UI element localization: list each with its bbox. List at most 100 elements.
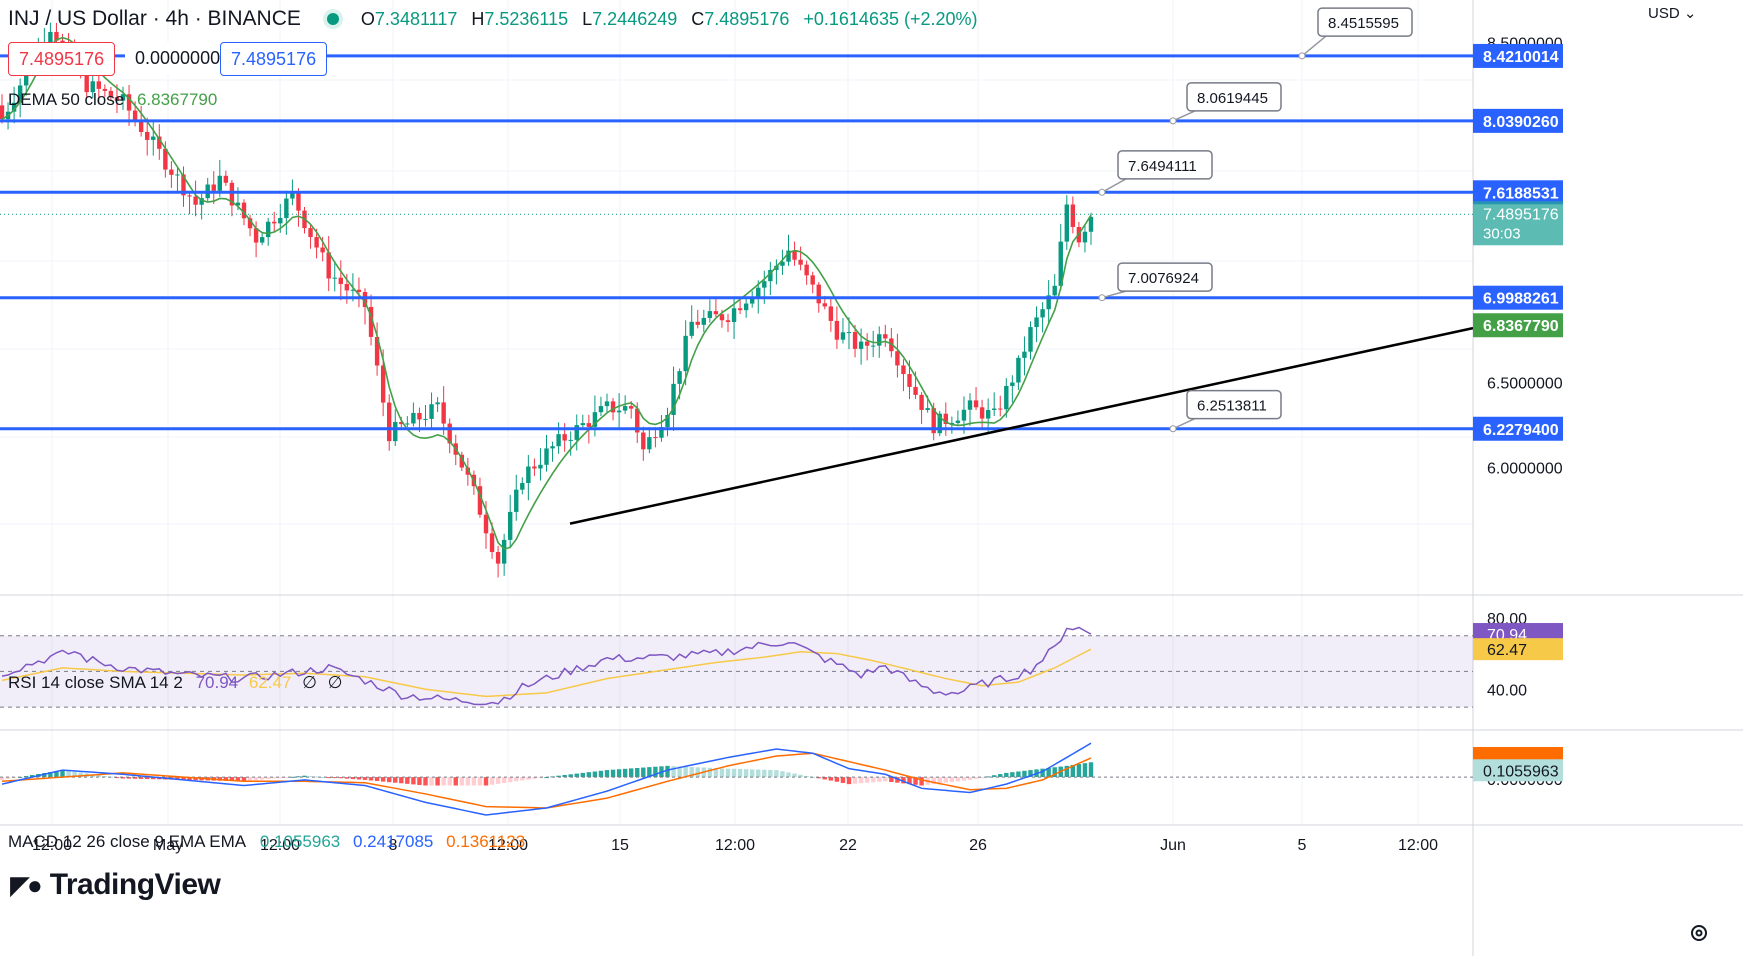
- currency-selector[interactable]: USD ⌄: [1648, 5, 1697, 22]
- macd-bar: [296, 776, 301, 778]
- macd-bar: [828, 777, 834, 781]
- symbol-title[interactable]: INJ / US Dollar · 4h · BINANCE: [8, 7, 301, 30]
- callout-leader: [1301, 35, 1327, 57]
- macd-bar: [374, 777, 380, 782]
- candle-body: [132, 110, 138, 120]
- macd-bar: [647, 767, 652, 778]
- price-tick-label: 6.0000000: [1487, 461, 1563, 478]
- time-tick-label: 15: [611, 837, 629, 854]
- candle-body: [84, 70, 89, 93]
- macd-legend[interactable]: MACD 12 26 close 9 EMA EMA 0.1055963 0.2…: [8, 832, 525, 852]
- macd-bar: [846, 777, 852, 785]
- callout-box: [1117, 262, 1213, 292]
- dema-legend[interactable]: DEMA 50 close 6.8367790: [8, 90, 217, 110]
- time-tick-label: 8: [389, 837, 398, 854]
- candle-body: [834, 320, 840, 340]
- macd-bar: [967, 777, 973, 780]
- macd-bar: [187, 777, 192, 781]
- macd-bar: [266, 777, 271, 780]
- macd-bar: [284, 777, 289, 779]
- macd-hist-tag: [1473, 759, 1563, 782]
- candle-body: [108, 90, 114, 98]
- candle-body: [846, 332, 852, 334]
- macd-bar: [393, 777, 398, 783]
- macd-bar: [399, 777, 404, 784]
- candle-body: [350, 289, 356, 291]
- candle-body: [290, 191, 295, 199]
- candle-body: [344, 284, 350, 291]
- candle-body: [163, 148, 168, 170]
- macd-label: MACD 12 26 close 9 EMA EMA: [8, 832, 246, 851]
- candle-body: [187, 195, 192, 197]
- macd-bar: [78, 772, 83, 778]
- candle-body: [689, 321, 694, 336]
- candle-body: [272, 221, 277, 224]
- candle-body: [54, 31, 59, 41]
- open-value: 7.3481117: [374, 8, 458, 29]
- macd-bar: [949, 777, 955, 783]
- macd-bar: [126, 777, 132, 779]
- candle-body: [677, 371, 682, 384]
- callout-leader: [1172, 110, 1196, 122]
- macd-bar: [635, 767, 640, 778]
- macd-hist-tag-label: 0.1055963: [1483, 763, 1559, 780]
- candle-body: [90, 81, 95, 93]
- macd-bar: [931, 777, 936, 785]
- macd-bar: [1076, 764, 1082, 778]
- macd-bar: [229, 777, 235, 782]
- macd-bar: [883, 777, 888, 782]
- candle-body: [719, 314, 725, 321]
- macd-bar: [852, 777, 858, 784]
- candle-body: [538, 464, 543, 469]
- candle-body: [562, 434, 567, 441]
- candle-body: [120, 94, 126, 101]
- candle-body: [1034, 317, 1039, 328]
- macd-bar: [489, 777, 495, 785]
- macd-line: [1, 742, 1092, 816]
- candle-body: [193, 196, 198, 205]
- time-tick-label: 5: [1298, 837, 1307, 854]
- candle-body: [816, 284, 821, 304]
- macd-bar: [1004, 772, 1009, 778]
- candle-body: [278, 218, 283, 224]
- callout-anchor: [1169, 117, 1177, 125]
- candle-body: [332, 277, 337, 279]
- gear-icon[interactable]: [1688, 922, 1710, 944]
- macd-bar: [816, 777, 821, 779]
- macd-bar: [985, 776, 991, 778]
- macd-bar: [356, 777, 362, 780]
- macd-bar: [719, 768, 725, 778]
- time-tick-label: 26: [969, 837, 987, 854]
- level-price-tag: [1473, 180, 1563, 205]
- high-value: 7.5236115: [484, 8, 569, 29]
- macd-bar: [604, 770, 610, 778]
- candle-body: [895, 351, 900, 366]
- candle-body: [199, 198, 204, 205]
- trendline: [569, 326, 1474, 525]
- callout-anchor: [1298, 52, 1306, 60]
- candle-body: [840, 332, 846, 340]
- candle-body: [852, 332, 858, 349]
- sell-price-box[interactable]: 7.4895176: [8, 42, 116, 76]
- callout-box: [1186, 82, 1282, 112]
- macd-bar: [1046, 767, 1051, 778]
- price-tick-label: 6.5000000: [1487, 376, 1563, 393]
- rsi-label: RSI 14 close SMA 14 2: [8, 673, 183, 692]
- candle-body: [695, 321, 700, 325]
- macd-bar: [66, 770, 71, 778]
- candle-body: [368, 307, 374, 337]
- candle-body: [1052, 285, 1057, 296]
- candle-body: [985, 409, 991, 419]
- candle-body: [743, 303, 749, 311]
- level-price-label: 6.2279400: [1483, 422, 1559, 439]
- macd-bar: [622, 768, 628, 778]
- macd-bar: [871, 777, 876, 783]
- macd-bar: [961, 777, 967, 781]
- candle-body: [822, 303, 827, 307]
- candle-body: [435, 402, 440, 405]
- dema-line: [1, 36, 1092, 550]
- buy-price-box[interactable]: 7.4895176: [220, 42, 328, 76]
- rsi-legend[interactable]: RSI 14 close SMA 14 2 70.94 62.47 ∅ ∅: [8, 673, 343, 692]
- time-tick-label: 22: [839, 837, 857, 854]
